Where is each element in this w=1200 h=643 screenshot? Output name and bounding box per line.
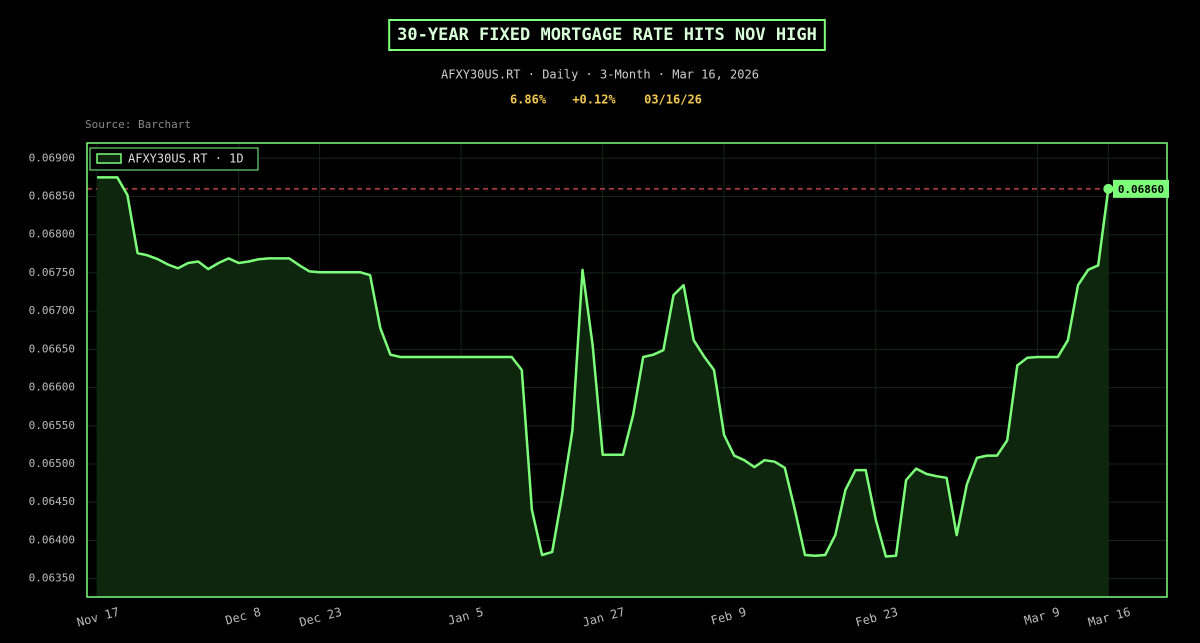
chart-title: 30-YEAR FIXED MORTGAGE RATE HITS NOV HIG… bbox=[397, 25, 817, 45]
stat: 6.86% bbox=[510, 93, 547, 107]
subtitle: AFXY30US.RT · Daily · 3-Month · Mar 16, … bbox=[441, 68, 759, 82]
plot-border bbox=[86, 142, 1168, 598]
value-tag bbox=[1113, 179, 1169, 198]
y-tick-label: 0.06700 bbox=[29, 304, 75, 317]
legend-swatch bbox=[96, 153, 122, 164]
y-tick-label: 0.06800 bbox=[29, 228, 75, 241]
y-tick-label: 0.06450 bbox=[29, 495, 75, 508]
area bbox=[97, 177, 1109, 597]
y-tick-label: 0.06500 bbox=[29, 457, 75, 470]
y-tick-label: 0.06650 bbox=[29, 342, 75, 355]
legend-box bbox=[89, 147, 259, 171]
y-tick-label: 0.06850 bbox=[29, 190, 75, 203]
stat: 03/16/26 bbox=[644, 93, 702, 107]
y-tick-label: 0.06350 bbox=[29, 572, 75, 585]
y-tick-label: 0.06550 bbox=[29, 419, 75, 432]
y-tick-label: 0.06750 bbox=[29, 266, 75, 279]
source: Source: Barchart bbox=[85, 118, 191, 131]
stat: +0.12% bbox=[572, 93, 616, 107]
y-tick-label: 0.06900 bbox=[29, 151, 75, 164]
value-tag-label: 0.06860 bbox=[1118, 183, 1164, 196]
y-tick-label: 0.06400 bbox=[29, 533, 75, 546]
y-tick-label: 0.06600 bbox=[29, 381, 75, 394]
title-box bbox=[388, 19, 826, 51]
last-point bbox=[1103, 183, 1114, 194]
line bbox=[97, 176, 1110, 558]
legend-label: AFXY30US.RT · 1D bbox=[128, 152, 244, 166]
